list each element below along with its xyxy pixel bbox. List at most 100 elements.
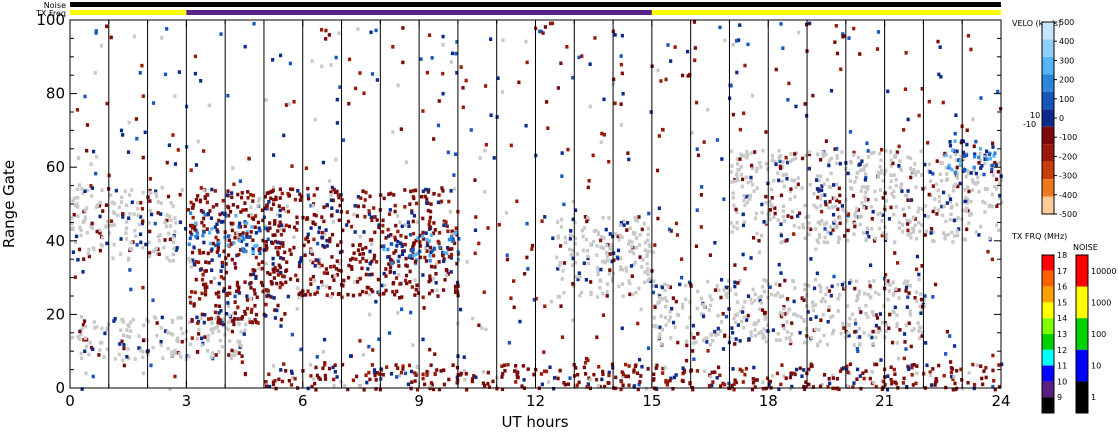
echo-cell [73, 240, 78, 244]
echo-cell [197, 248, 202, 253]
echo-cell [861, 371, 865, 376]
echo-cell [779, 240, 783, 245]
echo-cell [206, 337, 210, 342]
echo-cell [420, 194, 424, 199]
echo-cell [138, 232, 143, 237]
echo-cell [947, 193, 951, 198]
echo-cell [884, 149, 888, 153]
echo-cell [620, 326, 624, 331]
echo-cell [822, 333, 826, 338]
echo-cell [423, 246, 428, 250]
echo-cell [214, 325, 218, 330]
echo-cell [286, 209, 291, 214]
echo-cell [780, 363, 784, 367]
echo-cell [889, 163, 893, 168]
echo-cell [620, 282, 625, 286]
echo-cell [231, 166, 235, 170]
echo-cell [214, 291, 218, 296]
echo-cell [886, 279, 890, 283]
echo-cell [740, 153, 744, 158]
echo-cell [695, 147, 699, 151]
echo-cell [450, 247, 454, 251]
echo-cell [744, 366, 748, 371]
echo-cell [274, 195, 278, 200]
echo-cell [853, 318, 857, 322]
echo-cell [824, 152, 828, 157]
echo-cell [620, 33, 624, 38]
echo-cell [896, 356, 901, 361]
echo-cell [364, 259, 368, 263]
echo-cell [623, 374, 627, 379]
echo-cell [126, 323, 130, 327]
echo-cell [338, 85, 342, 89]
echo-cell [232, 318, 236, 323]
echo-cell [995, 204, 999, 209]
echo-cell [981, 199, 985, 204]
echo-cell [818, 196, 823, 201]
echo-cell [540, 219, 544, 223]
echo-cell [403, 188, 407, 192]
echo-cell [336, 243, 340, 248]
echo-cell [370, 242, 374, 246]
echo-cell [470, 377, 475, 381]
echo-cell [942, 204, 946, 209]
echo-cell [607, 159, 611, 164]
echo-cell [228, 209, 233, 214]
echo-cell [287, 378, 291, 383]
echo-cell [354, 257, 358, 262]
echo-cell [987, 152, 991, 157]
echo-cell [944, 178, 949, 182]
echo-cell [776, 332, 780, 336]
echo-cell [345, 210, 349, 214]
echo-cell [317, 261, 321, 265]
echo-cell [699, 296, 703, 301]
echo-cell [781, 165, 785, 169]
echo-cell [242, 249, 246, 253]
echo-cell [257, 262, 261, 266]
echo-cell [311, 260, 315, 265]
echo-cell [141, 350, 145, 354]
echo-cell [583, 215, 587, 219]
echo-cell [454, 152, 458, 157]
echo-cell [233, 311, 238, 315]
echo-cell [110, 200, 115, 205]
echo-cell [586, 185, 590, 190]
echo-cell [213, 310, 217, 315]
echo-cell [943, 233, 947, 238]
echo-cell [226, 304, 231, 308]
echo-cell [453, 290, 458, 294]
echo-cell [249, 280, 253, 285]
echo-cell [463, 369, 467, 373]
echo-cell [437, 260, 441, 264]
echo-cell [165, 27, 169, 31]
echo-cell [439, 369, 443, 373]
echo-cell [100, 326, 104, 331]
echo-cell [997, 161, 1001, 165]
echo-cell [156, 200, 160, 204]
echo-cell [664, 77, 668, 82]
echo-cell [637, 382, 641, 387]
echo-cell [690, 130, 694, 135]
echo-cell [817, 232, 822, 237]
echo-cell [675, 233, 680, 237]
echo-cell [842, 326, 846, 330]
echo-cell [693, 58, 697, 63]
echo-cell [831, 373, 835, 378]
echo-cell [105, 347, 109, 352]
echo-cell [866, 197, 870, 202]
echo-cell [382, 244, 386, 248]
echo-cell [911, 383, 915, 387]
echo-cell [898, 159, 902, 163]
echo-cell [902, 213, 907, 217]
echo-cell [901, 381, 906, 385]
echo-cell [552, 386, 556, 391]
echo-cell [413, 293, 417, 297]
echo-cell [723, 334, 727, 338]
echo-cell [396, 239, 400, 244]
echo-cell [974, 181, 978, 185]
echo-cell [588, 104, 592, 109]
echo-cell [425, 201, 429, 205]
echo-cell [397, 273, 401, 277]
echo-cell [793, 312, 797, 316]
echo-cell [315, 373, 319, 378]
